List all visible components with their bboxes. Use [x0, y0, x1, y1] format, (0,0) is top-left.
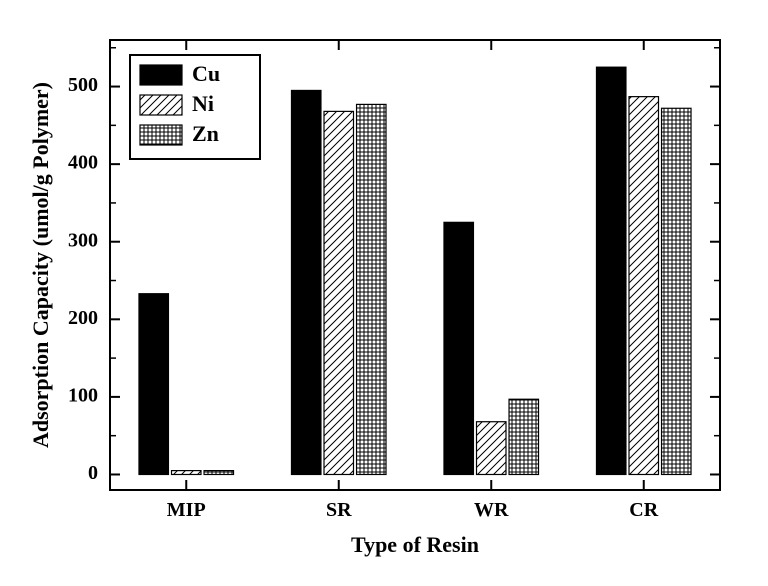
bar-zn [204, 471, 233, 475]
x-tick-label: CR [629, 499, 658, 521]
adsorption-chart: 0 100 200 300 400 500 MIP SR WR CR Adsorption Capa… [0, 0, 768, 586]
x-tick-label: MIP [167, 499, 206, 521]
bar-zn [509, 399, 538, 474]
y-tick-label: 0 [88, 462, 98, 484]
legend-swatch [140, 125, 182, 145]
y-tick-label: 300 [68, 229, 98, 251]
bar-ni [629, 97, 658, 475]
bar-cu [596, 67, 625, 474]
y-tick-label: 100 [68, 384, 98, 406]
bar-zn [662, 108, 691, 474]
legend-swatch [140, 95, 182, 115]
legend-swatch [140, 65, 182, 85]
bar-ni [477, 422, 506, 475]
x-tick-label: WR [474, 499, 509, 521]
y-axis-label: Adsorption Capacity (umol/g Polymer) [28, 82, 53, 448]
legend-label: Zn [192, 121, 219, 146]
y-tick-label: 400 [68, 152, 98, 174]
y-tick-label: 200 [68, 307, 98, 329]
bar-cu [291, 90, 320, 474]
bar-zn [357, 104, 386, 474]
x-tick-label: SR [326, 499, 352, 521]
legend-label: Cu [192, 61, 220, 86]
chart-container: 0 100 200 300 400 500 MIP SR WR CR Adsorption Capa… [0, 0, 768, 586]
bar-ni [172, 471, 201, 475]
legend-label: Ni [192, 91, 214, 116]
x-axis-label: Type of Resin [351, 532, 479, 557]
bar-ni [324, 111, 353, 474]
bar-cu [444, 222, 473, 474]
bar-cu [139, 294, 168, 475]
y-tick-label: 500 [68, 74, 98, 96]
